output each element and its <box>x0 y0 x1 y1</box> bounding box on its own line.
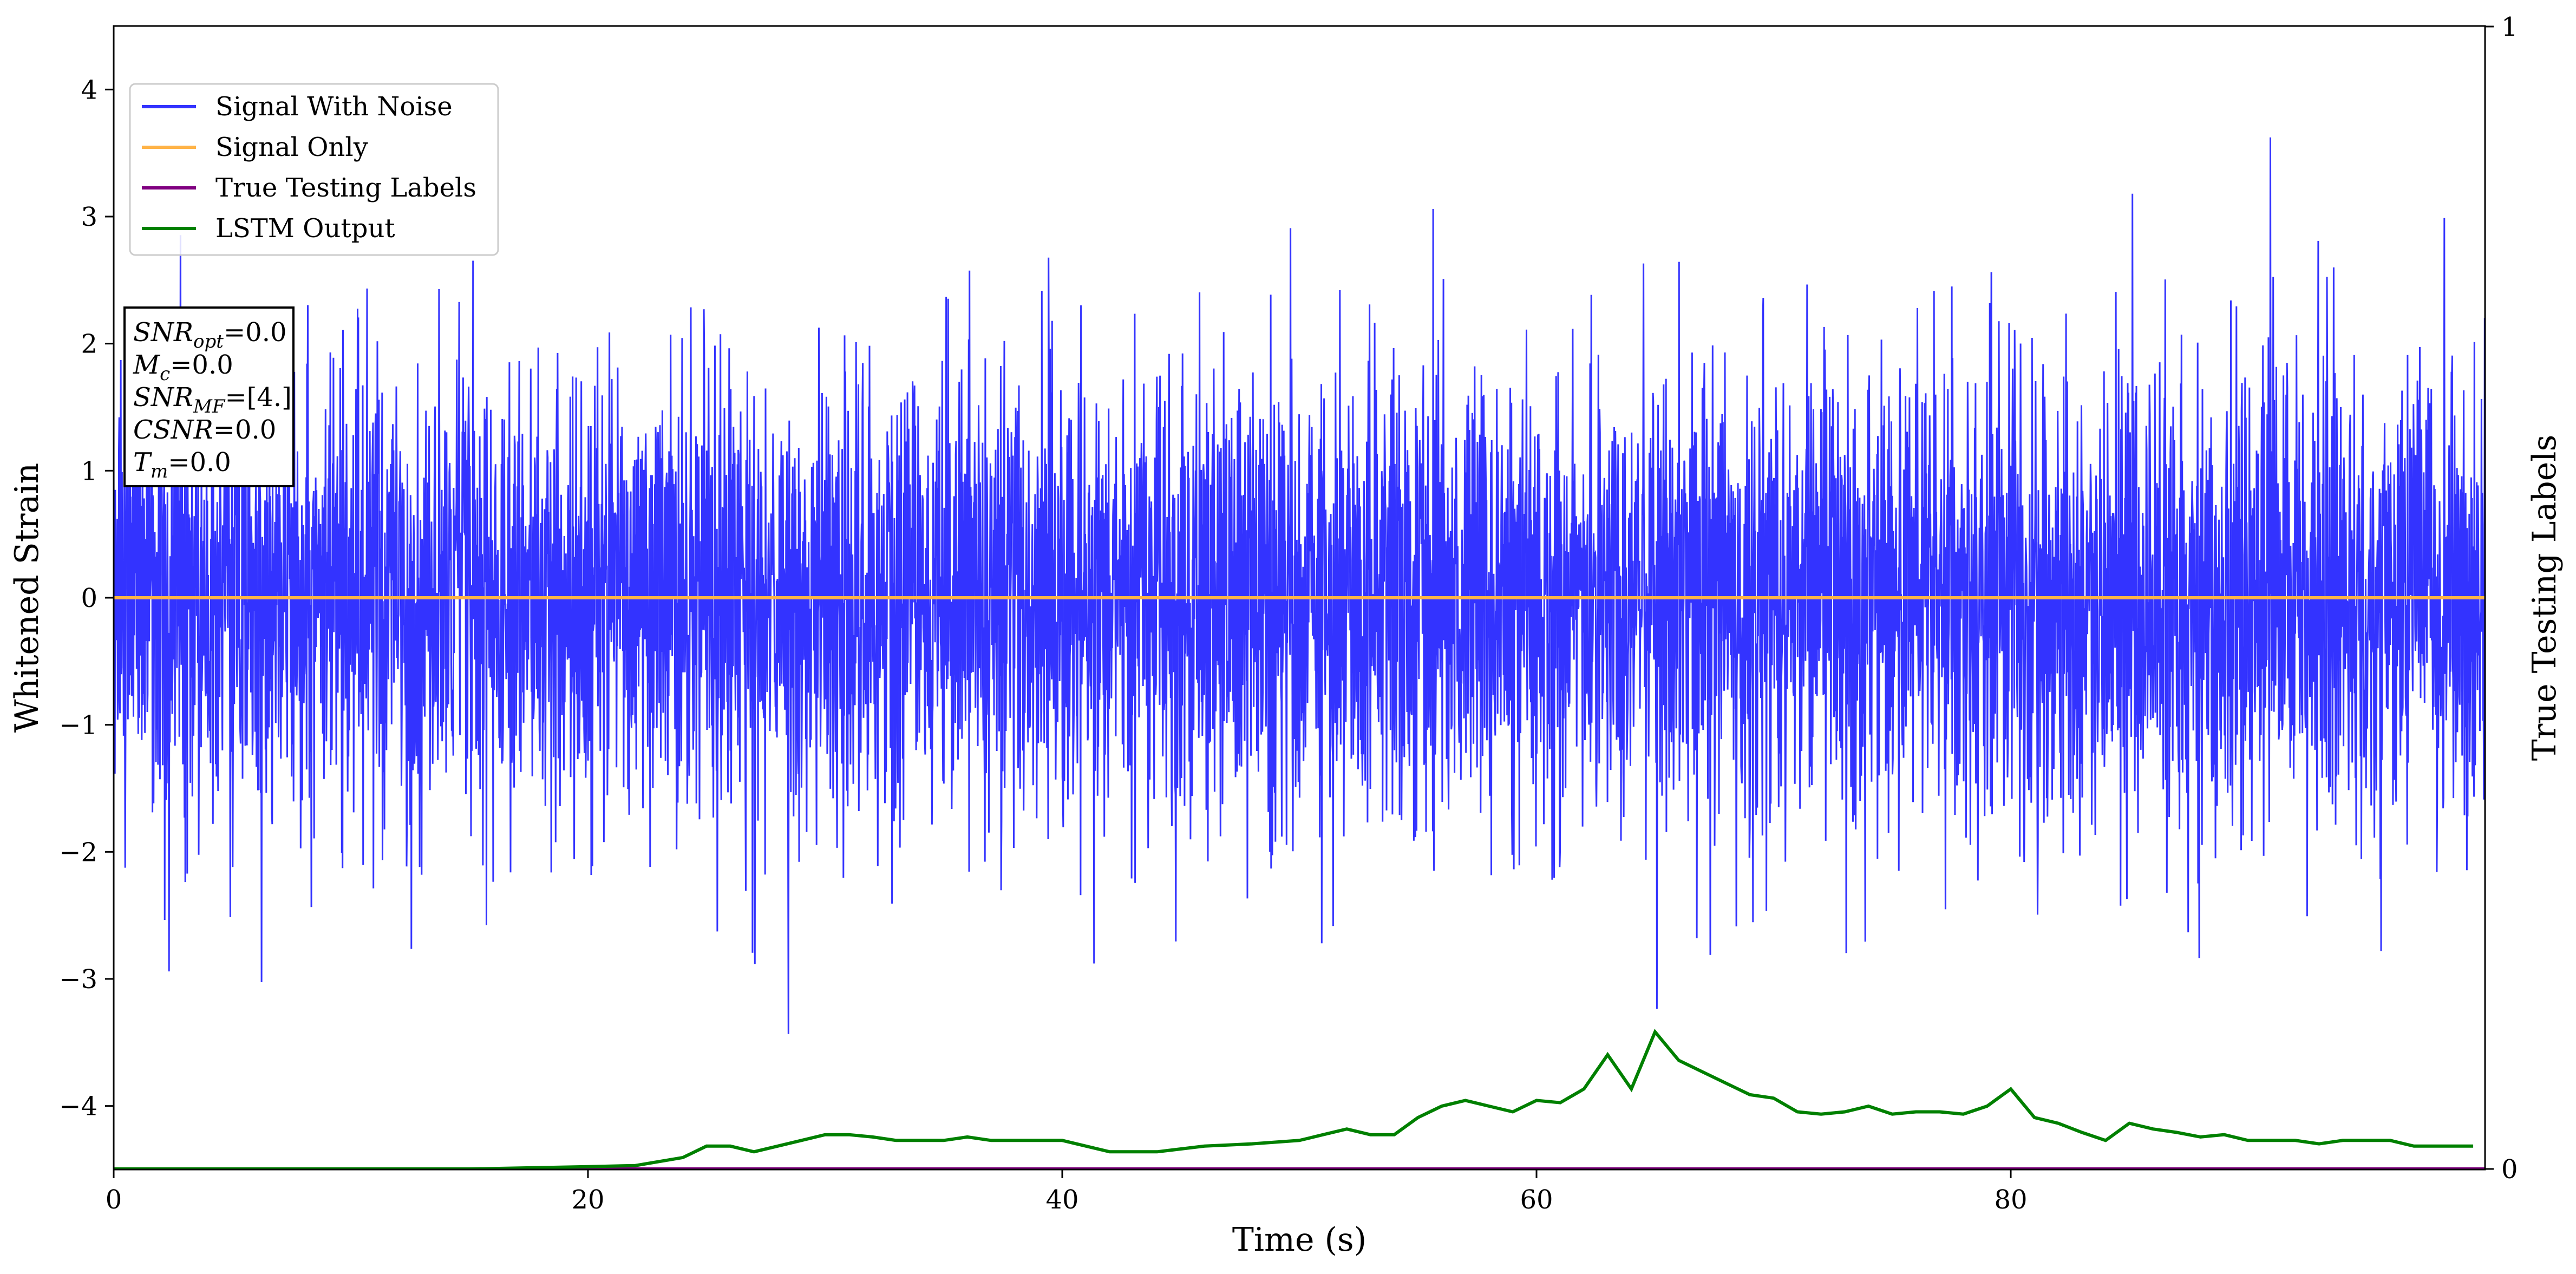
x-tick-label: 20 <box>571 1185 604 1215</box>
y-tick-label: 2 <box>81 329 97 360</box>
legend: Signal With Noise Signal Only True Testing… <box>129 83 499 256</box>
series-line-lstm-output <box>114 1029 2474 1170</box>
x-tick-label: 80 <box>1994 1185 2027 1215</box>
y-tick-label: −1 <box>59 710 97 741</box>
y2-tick-label: 0 <box>2501 1154 2518 1185</box>
x-tick-label: 0 <box>106 1185 122 1215</box>
y-tick-label: 3 <box>81 202 97 232</box>
x-tick-label: 40 <box>1045 1185 1078 1215</box>
legend-label-signal-with-noise: Signal With Noise <box>215 92 453 122</box>
y-tick-label: −2 <box>59 837 97 867</box>
series-line-signal-with-noise <box>114 137 2485 1034</box>
annotation-line: CSNR=0.0 <box>133 415 276 445</box>
annotation-frame <box>123 306 295 487</box>
y-tick-label: 1 <box>81 456 97 486</box>
y-tick-label: 0 <box>81 583 97 613</box>
annotation-line: SNRMF=[4.] <box>133 382 292 417</box>
y2-tick-label: 1 <box>2501 12 2518 42</box>
x-axis-title: Time (s) <box>1232 1221 1367 1259</box>
legend-label-lstm-output: LSTM Output <box>215 213 395 244</box>
legend-box <box>129 83 499 256</box>
y-tick-label: −3 <box>59 964 97 995</box>
y-tick-label: −4 <box>59 1092 97 1122</box>
y-axis-title: Whitened Strain <box>8 463 46 733</box>
y2-axis-title: True Testing Labels <box>2526 435 2564 761</box>
legend-label-true-testing-labels: True Testing Labels <box>215 173 476 203</box>
x-tick-label: 60 <box>1520 1185 1553 1215</box>
y-tick-label: 4 <box>81 75 97 105</box>
legend-label-signal-only: Signal Only <box>215 132 368 162</box>
annotation-line: SNRopt=0.0 <box>133 317 287 352</box>
annotation-line: Tm=0.0 <box>133 447 231 482</box>
annotation-line: Mc=0.0 <box>133 350 233 385</box>
